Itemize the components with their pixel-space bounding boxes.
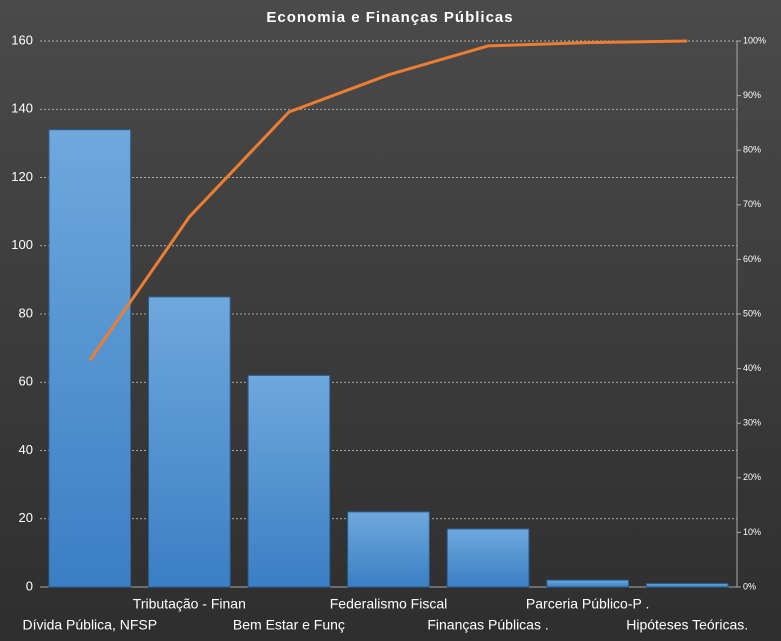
chart-title: Economia e Finanças Públicas — [266, 9, 513, 26]
bar — [546, 579, 629, 588]
x-tick-label: Tributação - Finan — [133, 596, 246, 612]
x-tick-label: Parceria Público-P . — [526, 596, 649, 612]
y-tick-label: 20 — [19, 510, 33, 525]
y-tick-label: 60 — [19, 374, 33, 389]
y-tick-label: 40 — [19, 442, 33, 457]
bar — [148, 296, 231, 588]
y2-tick-label: 80% — [743, 145, 761, 155]
y-tick-label: 140 — [11, 101, 33, 116]
y-tick-label: 160 — [11, 32, 33, 47]
bar — [446, 528, 530, 588]
y-tick-label: 0 — [26, 578, 33, 593]
y2-tick-label: 20% — [743, 472, 761, 482]
y2-tick-label: 70% — [743, 199, 761, 209]
cumulative-line — [88, 39, 688, 362]
y2-tick-label: 90% — [743, 90, 761, 100]
x-tick-label: Hipóteses Teóricas. — [626, 617, 748, 633]
x-tick-label: Dívida Pública, NFSP — [22, 617, 157, 633]
y2-tick-label: 60% — [743, 254, 761, 264]
y-tick-label: 100 — [11, 237, 33, 252]
y-tick-label: 80 — [19, 305, 33, 320]
y2-tick-label: 0% — [743, 581, 756, 591]
x-tick-label: Bem Estar e Funç — [233, 617, 345, 633]
y2-tick-label: 30% — [743, 418, 761, 428]
y2-tick-label: 100% — [743, 35, 766, 45]
y2-tick-label: 10% — [743, 527, 761, 537]
bar — [247, 374, 331, 588]
x-tick-label: Federalismo Fiscal — [330, 596, 447, 612]
y-tick-label: 120 — [11, 169, 33, 184]
bar — [347, 511, 430, 588]
x-tick-label: Finanças Públicas . — [427, 617, 548, 633]
y2-tick-label: 50% — [743, 308, 761, 318]
bar — [645, 583, 729, 588]
y2-tick-label: 40% — [743, 363, 761, 373]
